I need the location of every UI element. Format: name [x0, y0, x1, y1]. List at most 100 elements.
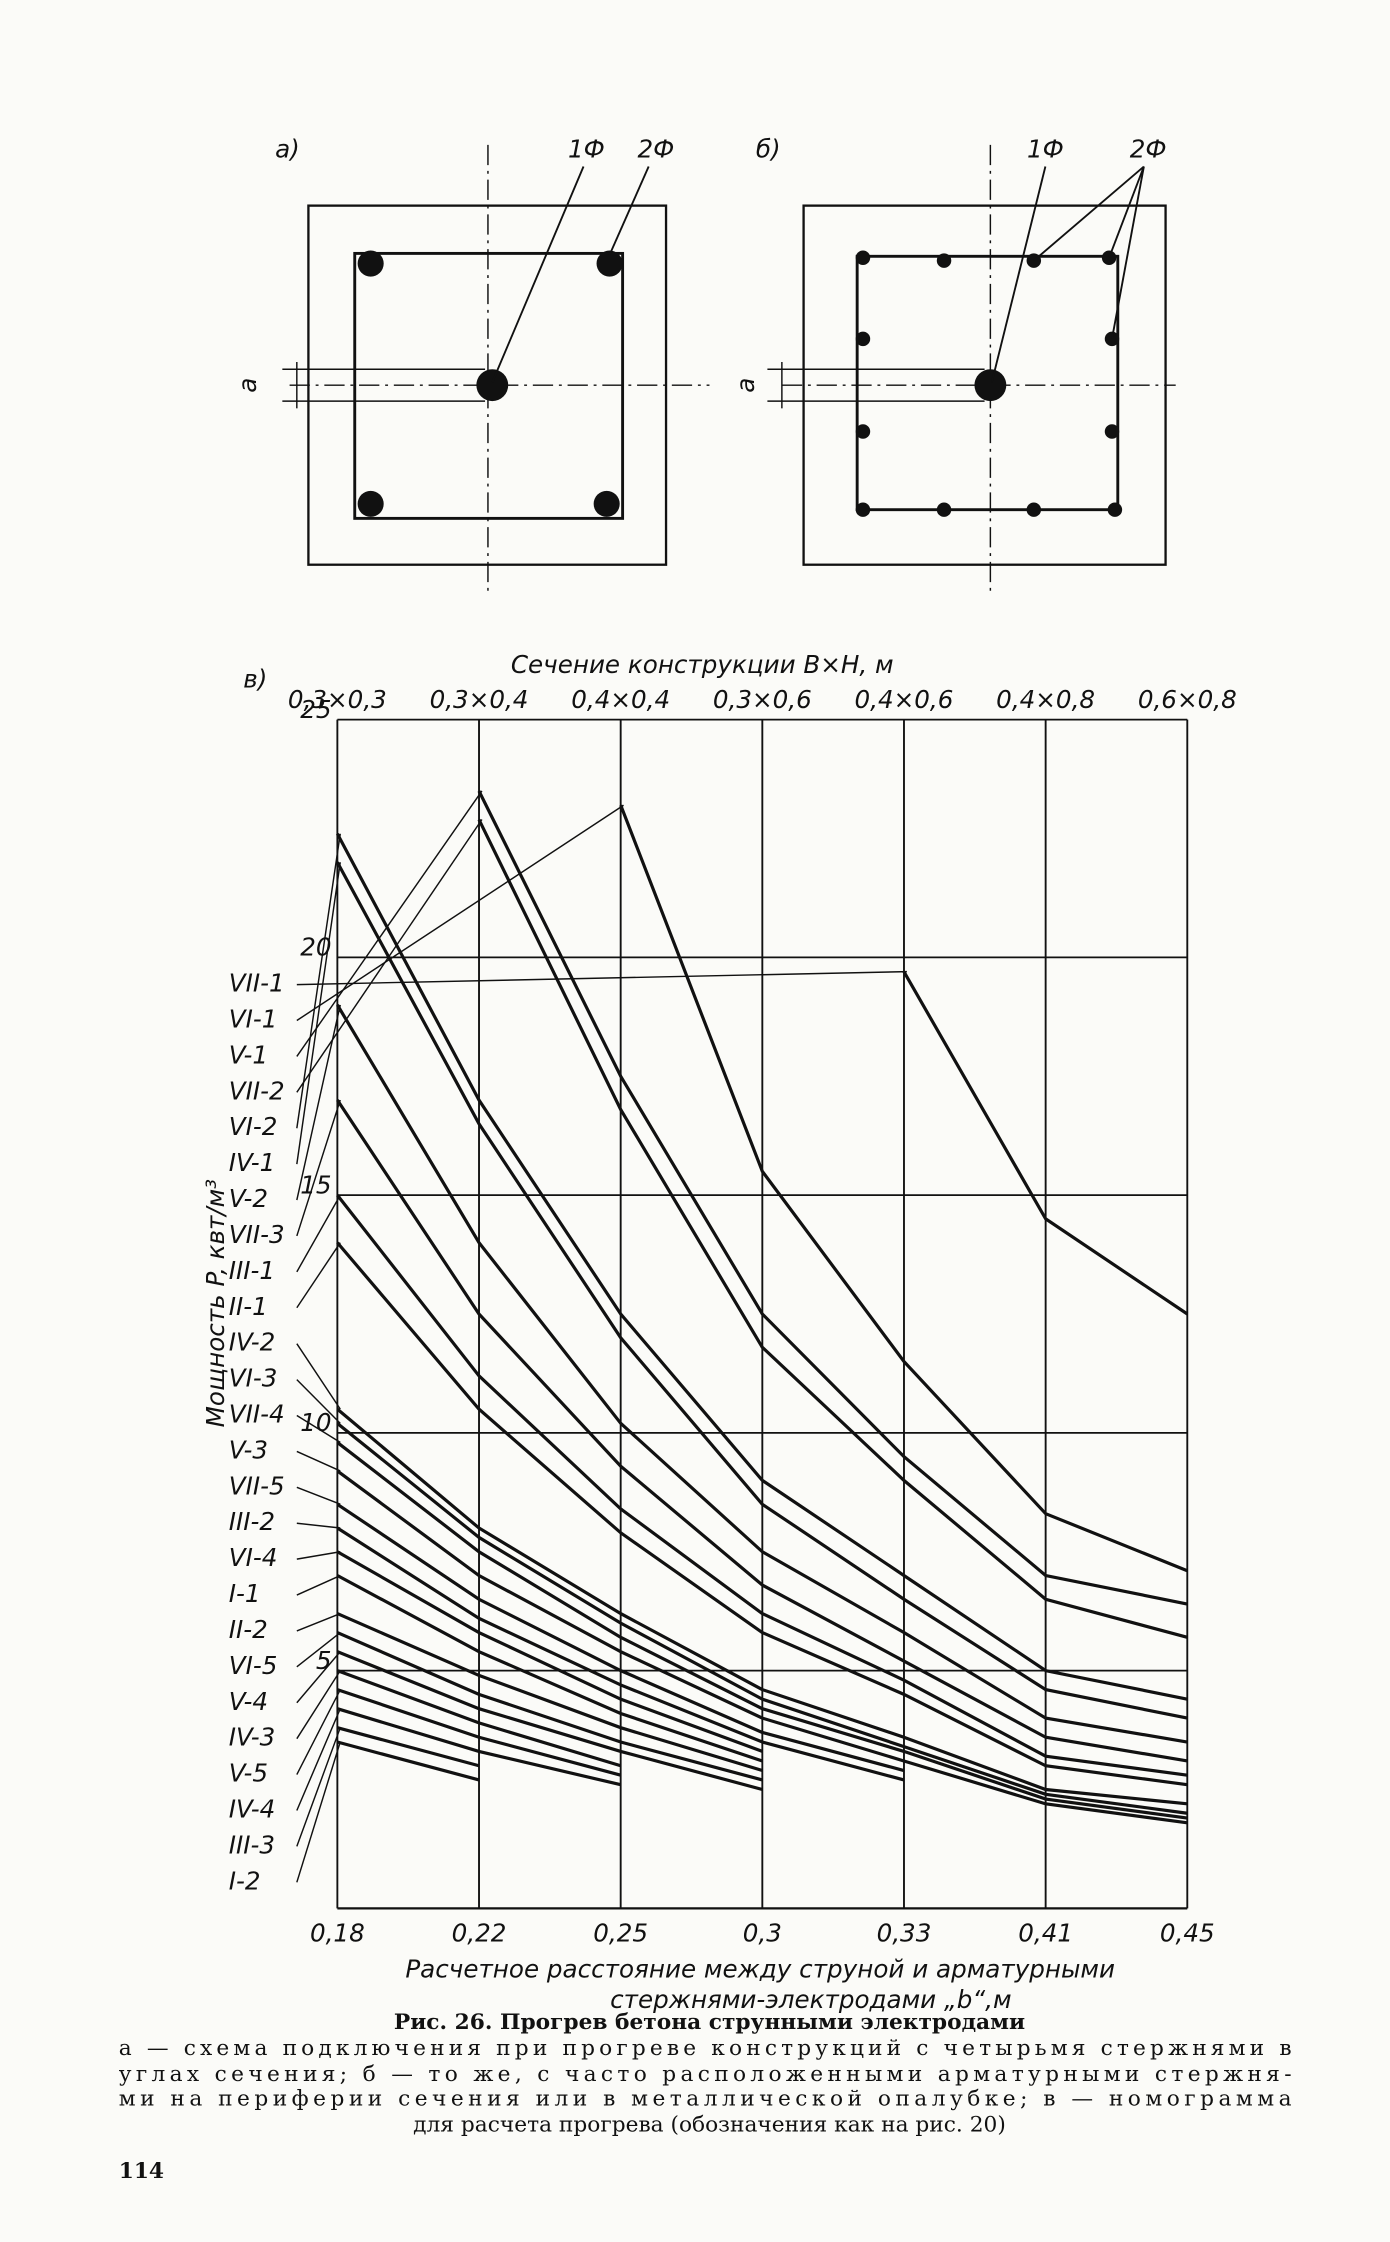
curve-label: I-2 — [229, 1866, 261, 1895]
rebar — [596, 250, 623, 277]
x-axis-title: стержнями-электродами „b“,м — [610, 1985, 1011, 2014]
curve — [619, 804, 1188, 1573]
leader-line — [296, 1194, 341, 1273]
curve-label: VI-1 — [229, 1005, 278, 1034]
curve-label: VII-1 — [229, 969, 285, 998]
string-electrode — [974, 369, 1007, 402]
curve — [336, 1726, 480, 1768]
label: 1Ф — [1027, 135, 1064, 164]
curve-label: V-2 — [229, 1184, 268, 1213]
curve — [336, 1422, 1188, 1815]
nomogram: 0,18 0,3×0,3 0,22 0,3×0,4 0,25 0,4×0,4 0,3 0,3×… — [229, 685, 1237, 1948]
diagram-a: а) 1Ф 2Ф a — [233, 135, 710, 594]
string-electrode — [476, 369, 509, 402]
curve-label: VII-4 — [229, 1400, 285, 1429]
curve — [336, 1469, 1188, 1825]
curve — [336, 1612, 763, 1773]
curve-label: V-4 — [229, 1687, 268, 1716]
curve-label: II-2 — [229, 1615, 268, 1644]
curve — [336, 1574, 763, 1763]
leader-line — [296, 970, 907, 986]
curve — [477, 818, 1188, 1639]
curve-label: III-3 — [229, 1830, 275, 1859]
leader-line — [296, 1574, 341, 1596]
curve — [336, 1441, 1188, 1820]
curve — [335, 832, 1188, 1701]
diagram-b: б) 1Ф 2Ф a — [731, 135, 1176, 594]
curve — [335, 1004, 1188, 1744]
curve — [336, 1099, 1188, 1763]
curve — [336, 1688, 622, 1777]
leader-line — [296, 862, 341, 1165]
top-tick-label: 0,4×0,8 — [996, 685, 1095, 714]
curve — [336, 1241, 1188, 1787]
curve — [336, 1194, 1188, 1777]
x-axis-title: Расчетное расстояние между струной и арм… — [405, 1955, 1115, 1984]
leader-line — [296, 1727, 341, 1847]
curve-label: III-2 — [229, 1507, 275, 1536]
top-tick-label: 0,4×0,6 — [855, 685, 954, 714]
leader-line — [296, 1450, 341, 1472]
leader-line — [296, 1670, 341, 1740]
rebar — [855, 250, 871, 265]
curve — [336, 1502, 905, 1773]
y-tick-label: 5 — [316, 1646, 332, 1675]
curve-label: VI-2 — [229, 1112, 278, 1141]
x-tick-label: 0,22 — [452, 1918, 507, 1947]
rebar — [357, 250, 384, 277]
curve — [902, 970, 1189, 1316]
rebar — [936, 502, 952, 517]
leader — [1111, 166, 1145, 340]
leader-line — [296, 833, 341, 1129]
curve-label: III-1 — [229, 1256, 275, 1285]
panel-label: а) — [275, 135, 300, 164]
curve — [336, 1740, 480, 1782]
curve-label: V-3 — [229, 1435, 268, 1464]
rebar — [855, 424, 871, 439]
rebar — [1107, 502, 1123, 517]
rebar — [936, 253, 952, 268]
caption-title: Рис. 26. Прогрев бетона струнными электр… — [394, 2010, 1025, 2035]
x-tick-label: 0,33 — [877, 1918, 932, 1947]
curve — [336, 1669, 622, 1768]
curve-label: V-5 — [229, 1759, 268, 1788]
leader-line — [296, 1612, 341, 1632]
leader-line — [296, 804, 624, 1022]
y-tick-label: 10 — [300, 1408, 331, 1437]
top-tick-label: 0,4×0,4 — [571, 685, 670, 714]
leader-line — [296, 1242, 341, 1309]
curve-label: V-1 — [229, 1040, 268, 1069]
curve-label: VI-4 — [229, 1543, 278, 1572]
curve-label: VI-3 — [229, 1364, 278, 1393]
panel-label: в) — [243, 665, 267, 694]
top-tick-label: 0,3×0,3 — [288, 685, 387, 714]
caption-line: углах сечения; б — то же, с часто распол… — [119, 2062, 1292, 2087]
top-axis-title: Сечение конструкции B×H, м — [511, 650, 894, 679]
page-number: 114 — [119, 2159, 164, 2184]
leader-line — [296, 1522, 341, 1529]
rebar — [855, 502, 871, 517]
leader-line — [296, 1099, 341, 1237]
leader-line — [296, 1379, 341, 1424]
leader — [1033, 165, 1145, 262]
caption-line: а — схема подключения при прогреве конст… — [119, 2036, 1292, 2061]
curve-label: IV-3 — [229, 1723, 275, 1752]
leader-line — [296, 1741, 341, 1883]
leader-line — [296, 1708, 341, 1811]
reinforcement-frame — [855, 254, 1120, 512]
y-axis-title: Мощность P, квт/м³ — [201, 1179, 230, 1427]
caption-line: для расчета прогрева (обозначения как на… — [413, 2113, 1006, 2138]
top-tick-label: 0,3×0,6 — [713, 685, 812, 714]
curve — [477, 790, 1188, 1606]
label: 1Ф — [568, 135, 605, 164]
x-tick-label: 0,45 — [1160, 1918, 1215, 1947]
curve-label: IV-1 — [229, 1148, 275, 1177]
rebar — [357, 490, 384, 517]
leader-line — [296, 1689, 341, 1775]
x-tick-label: 0,25 — [593, 1918, 648, 1947]
caption-line: ми на периферии сечения или в металличес… — [119, 2087, 1292, 2112]
dimension-label: a — [233, 378, 262, 393]
top-tick-label: 0,3×0,4 — [430, 685, 529, 714]
curve — [336, 1550, 763, 1753]
